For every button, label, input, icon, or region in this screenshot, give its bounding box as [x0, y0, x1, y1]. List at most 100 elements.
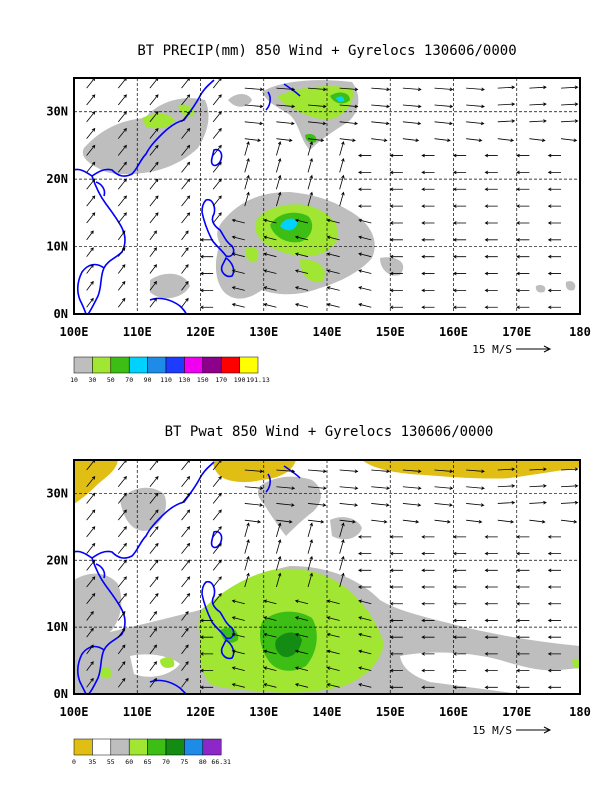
- wind-vector: [181, 230, 189, 241]
- wind-vector: [181, 460, 191, 471]
- colorbar-swatch: [220, 356, 240, 374]
- wind-vector: [307, 486, 327, 490]
- wind-vector: [276, 191, 282, 207]
- wind-vector: [307, 503, 327, 507]
- wind-vector: [276, 157, 282, 173]
- wind-vector: [181, 559, 191, 571]
- wind-vector: [434, 503, 453, 507]
- wind-vector: [86, 178, 96, 190]
- wind-vector: [263, 632, 277, 638]
- wind-vector: [484, 271, 498, 276]
- wind-vector: [358, 616, 372, 621]
- wind-vector: [466, 104, 485, 109]
- wind-vector: [86, 297, 94, 308]
- wind-vector: [231, 666, 245, 671]
- x-tick-label: 110E: [123, 705, 152, 719]
- wind-vector: [516, 668, 530, 673]
- wind-vector: [529, 102, 547, 106]
- wind-vector: [294, 599, 309, 605]
- wind-vector: [402, 138, 420, 143]
- wind-vector: [484, 601, 498, 606]
- colorbar-swatch: [165, 738, 185, 756]
- wind-vector: [199, 668, 214, 673]
- wind-vector: [307, 191, 313, 207]
- wind-vector: [276, 539, 282, 554]
- colorbar-swatch: [184, 738, 204, 756]
- colorbar-swatch: [239, 356, 259, 374]
- wind-vector: [199, 271, 214, 276]
- colorbar-label: 75: [180, 758, 188, 766]
- wind-vector: [421, 652, 435, 656]
- wind-vector: [421, 153, 435, 158]
- wind-vector: [421, 170, 435, 175]
- wind-vector: [181, 576, 191, 588]
- wind-vector: [86, 576, 96, 588]
- wind-vector: [547, 601, 562, 606]
- wind-vector: [199, 288, 214, 293]
- wind-vector: [117, 212, 127, 224]
- wind-vector: [307, 519, 325, 524]
- wind-vector: [389, 187, 403, 192]
- wind-vector: [212, 111, 222, 123]
- colorbar-label: 66.31: [211, 758, 231, 766]
- wind-vector: [181, 127, 191, 139]
- wind-vector: [497, 85, 516, 90]
- wind-vector: [516, 685, 530, 690]
- wind-vector: [244, 87, 264, 92]
- colorbar-swatch: [92, 738, 112, 756]
- wind-vector: [516, 221, 530, 225]
- wind-vector: [339, 503, 359, 507]
- wind-vector: [307, 174, 313, 190]
- wind-vector: [86, 492, 96, 504]
- wind-vector: [452, 685, 467, 690]
- wind-vector: [244, 174, 250, 190]
- wind-vector: [561, 467, 579, 472]
- wind-vector: [434, 469, 454, 474]
- wind-vector: [358, 218, 372, 224]
- wind-vector: [421, 535, 435, 539]
- wind-vector: [307, 572, 313, 588]
- wind-vector: [294, 632, 309, 638]
- wind-vector: [402, 519, 420, 524]
- wind-vector: [244, 121, 264, 126]
- wind-vector: [212, 576, 222, 588]
- wind-vector: [389, 238, 403, 242]
- x-tick-label: 140E: [313, 705, 342, 719]
- wind-vector: [389, 668, 403, 673]
- x-tick-label: 150E: [376, 325, 405, 339]
- wind-vector: [452, 652, 467, 656]
- wind-vector: [244, 104, 264, 109]
- colorbar-swatch: [184, 356, 204, 374]
- wind-vector: [117, 475, 127, 487]
- wind-vector: [358, 187, 372, 192]
- wind-vector: [547, 187, 562, 192]
- wind-vector: [452, 585, 467, 589]
- wind-vector: [307, 138, 325, 143]
- x-tick-label: 120E: [186, 705, 215, 719]
- colorbar-label: 190: [234, 376, 246, 384]
- wind-vector: [547, 551, 562, 556]
- precip-fill: [82, 80, 576, 299]
- x-tick-label: 160E: [439, 705, 468, 719]
- wind-vector: [326, 218, 340, 224]
- wind-vector: [212, 195, 222, 207]
- y-axis-ticks: 0N 10N 20N 30N: [46, 105, 68, 321]
- colorbar-swatch: [202, 738, 222, 756]
- wind-vector: [389, 535, 403, 539]
- wind-vector: [484, 685, 498, 690]
- wind-vector: [389, 271, 403, 276]
- wind-vector: [389, 618, 403, 623]
- wind-vector: [466, 469, 485, 474]
- wind-vector: [263, 235, 277, 241]
- wind-vector: [263, 683, 277, 688]
- wind-vector: [86, 559, 96, 571]
- colorbar-label: 170: [215, 376, 227, 384]
- wind-vector: [149, 280, 158, 291]
- wind-vector: [358, 286, 372, 291]
- wind-vector: [181, 78, 191, 89]
- wind-vector: [326, 269, 340, 274]
- wind-vector: [149, 542, 159, 554]
- wind-vector: [339, 121, 359, 126]
- wind-vector: [466, 121, 485, 126]
- wind-vector: [181, 475, 191, 487]
